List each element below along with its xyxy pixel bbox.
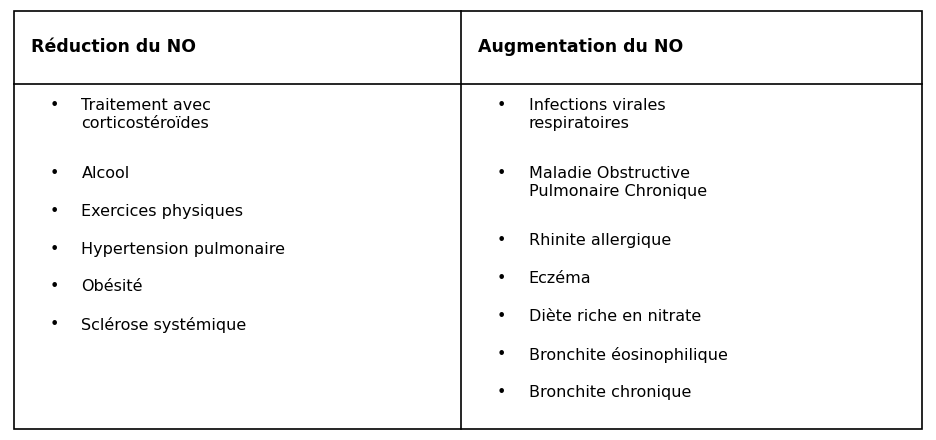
Text: •: • xyxy=(497,166,506,181)
Text: Alcool: Alcool xyxy=(81,166,130,181)
Text: Traitement avec
corticostéroïdes: Traitement avec corticostéroïdes xyxy=(81,99,212,132)
Text: •: • xyxy=(50,204,59,219)
Text: •: • xyxy=(497,309,506,324)
Text: Infections virales
respiratoires: Infections virales respiratoires xyxy=(529,99,665,132)
Text: •: • xyxy=(497,271,506,286)
Text: Rhinite allergique: Rhinite allergique xyxy=(529,233,671,248)
Text: •: • xyxy=(50,279,59,294)
Text: Réduction du NO: Réduction du NO xyxy=(31,38,196,56)
Text: •: • xyxy=(497,385,506,400)
Text: Obésité: Obésité xyxy=(81,279,143,294)
Text: Exercices physiques: Exercices physiques xyxy=(81,204,243,219)
Text: Maladie Obstructive
Pulmonaire Chronique: Maladie Obstructive Pulmonaire Chronique xyxy=(529,166,707,199)
Text: Sclérose systémique: Sclérose systémique xyxy=(81,317,247,333)
Text: Augmentation du NO: Augmentation du NO xyxy=(478,38,683,56)
Text: Bronchite chronique: Bronchite chronique xyxy=(529,385,691,400)
Text: •: • xyxy=(50,166,59,181)
Text: Diète riche en nitrate: Diète riche en nitrate xyxy=(529,309,701,324)
Text: Eczéma: Eczéma xyxy=(529,271,592,286)
Text: •: • xyxy=(497,233,506,248)
Text: Hypertension pulmonaire: Hypertension pulmonaire xyxy=(81,242,285,257)
Text: •: • xyxy=(50,242,59,257)
Text: •: • xyxy=(50,317,59,332)
Text: •: • xyxy=(50,99,59,114)
Text: Bronchite éosinophilique: Bronchite éosinophilique xyxy=(529,347,727,363)
Text: •: • xyxy=(497,347,506,362)
Text: •: • xyxy=(497,99,506,114)
